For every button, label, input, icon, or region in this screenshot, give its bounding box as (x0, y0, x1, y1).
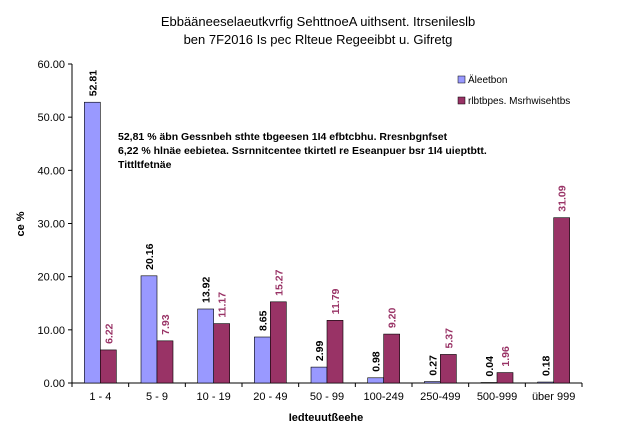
y-tick-label: 50.00 (37, 112, 65, 124)
bar-series-1 (310, 366, 328, 384)
y-tick-label: 60.00 (37, 59, 65, 71)
data-labels: 52.81 20.16 13.92 8.65 2.99 0.98 0.27 0.04 0.18 6… (87, 70, 568, 377)
data-label-series-2: 9.20 (387, 307, 399, 328)
data-label-series-1: 2.99 (314, 341, 326, 362)
bar-series-1 (367, 377, 384, 384)
y-tick-label: 30.00 (37, 219, 65, 231)
legend: Äleetbon rlbtbpes. Msrhwisehtbs (457, 74, 570, 107)
bar-series-1 (197, 308, 214, 384)
x-tick-label: 20 - 49 (253, 391, 287, 403)
data-label-series-2: 1.96 (500, 346, 512, 367)
data-label-series-2: 5.37 (443, 328, 455, 349)
chart-title-line-2: ben 7F2016 Is pec Rlteue Regeeibbt u. Gi… (184, 32, 453, 47)
legend-swatch-series-2 (457, 96, 466, 105)
data-label-series-1: 52.81 (87, 70, 99, 96)
x-tick-label: 1 - 4 (89, 391, 111, 403)
legend-swatch-series-1 (457, 75, 466, 84)
data-label-series-1: 0.98 (371, 351, 383, 372)
data-label-series-1: 0.18 (541, 355, 553, 376)
data-label-series-2: 6.22 (103, 323, 115, 344)
annotation-line-3: Tittltfetnäe (118, 159, 172, 171)
legend-label-series-2: rlbtbpes. Msrhwisehtbs (468, 96, 570, 107)
bar-series-1 (140, 275, 158, 384)
bar-series-1 (424, 381, 441, 384)
x-tick-label: 5 - 9 (146, 391, 168, 403)
bar-series-2 (553, 217, 570, 384)
x-axis: 1 - 4 5 - 9 10 - 19 20 - 49 50 - 99 100-249 25… (71, 382, 583, 403)
bar-series-2 (270, 301, 287, 384)
bar-series-2 (326, 320, 344, 384)
bar-series-2 (156, 340, 174, 384)
data-label-series-1: 0.27 (427, 355, 439, 376)
x-tick-label: über 999 (532, 391, 575, 403)
x-tick-label: 10 - 19 (197, 391, 231, 403)
data-label-series-1: 0.04 (484, 356, 496, 377)
bar-series-2 (440, 354, 457, 384)
data-label-series-1: 20.16 (144, 243, 156, 269)
bar-series-1 (254, 336, 271, 384)
bars (84, 101, 570, 384)
data-label-series-2: 11.17 (217, 292, 229, 318)
bar-series-1 (537, 381, 554, 384)
x-tick-label: 250-499 (420, 391, 460, 403)
y-tick-label: 40.00 (37, 165, 65, 177)
y-tick-label: 0.00 (44, 378, 65, 390)
chart-title-line-1: Ebbääneeselaeutkvrfig SehttnoeA uithsent… (161, 14, 475, 29)
legend-label-series-1: Äleetbon (468, 74, 507, 86)
y-tick-label: 20.00 (37, 272, 65, 284)
data-label-series-2: 15.27 (273, 269, 285, 295)
bar-series-2 (213, 323, 230, 384)
bar-series-2 (100, 349, 117, 384)
annotation-line-2: 6,22 % hlnäe eebietea. Ssrnnitcentee tki… (118, 145, 487, 157)
data-label-series-2: 31.09 (557, 185, 569, 211)
bar-series-1 (480, 382, 498, 384)
bar-series-1 (84, 101, 101, 384)
y-axis-label: ce % (15, 211, 27, 236)
x-tick-label: 500-999 (477, 391, 517, 403)
x-tick-label: 50 - 99 (310, 391, 344, 403)
data-label-series-2: 7.93 (160, 314, 172, 335)
data-label-series-1: 13.92 (201, 277, 213, 303)
bar-series-2 (496, 372, 514, 384)
annotation-line-1: 52,81 % äbn Gessnbeh sthte tbgeesen 1I4 … (118, 131, 448, 143)
y-axis: 0.00 10.00 20.00 30.00 40.00 50.00 60.00 (37, 59, 73, 390)
bar-series-2 (383, 333, 400, 384)
y-tick-label: 10.00 (37, 325, 65, 337)
data-label-series-2: 11.79 (330, 288, 342, 314)
x-tick-label: 100-249 (363, 391, 403, 403)
data-label-series-1: 8.65 (257, 310, 269, 331)
x-axis-label: Iedteuutßeehe (289, 412, 364, 424)
